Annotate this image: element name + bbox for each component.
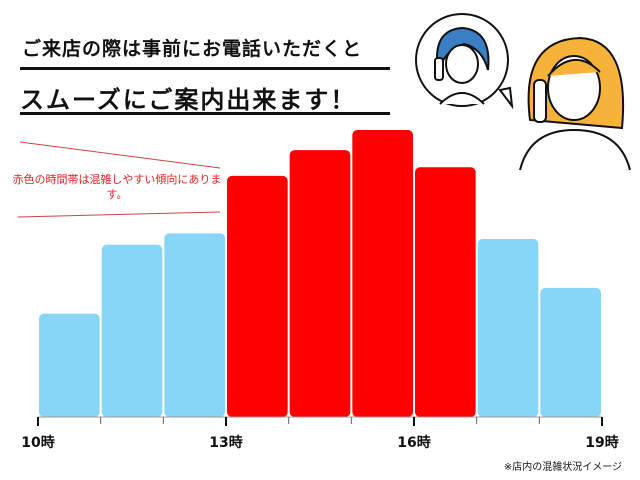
woman-on-phone-icon <box>415 13 509 107</box>
bar-12-13時 <box>164 233 225 417</box>
bar-16-17時 <box>415 167 476 417</box>
congestion-note: 赤色の時間帯は混雑しやすい傾向にあります。 <box>12 173 222 201</box>
bar-15-16時 <box>352 130 413 417</box>
bar-10-11時 <box>39 313 100 417</box>
annotation-line-bottom <box>17 211 221 218</box>
x-tick-label: 13時 <box>209 435 243 451</box>
x-tick-label: 19時 <box>585 435 619 451</box>
headline-line-2: スムーズにご案内出来ます！ <box>20 86 357 114</box>
divider <box>20 67 390 70</box>
headline-line-1: ご来店の際は事前にお電話いただくと <box>22 38 363 60</box>
x-tick-label: 16時 <box>397 435 431 451</box>
footnote: ※店内の混雑状況イメージ <box>503 462 622 473</box>
annotation-line-top <box>19 141 221 169</box>
bar-17-18時 <box>477 239 539 417</box>
divider <box>20 112 390 115</box>
bar-11-12時 <box>101 244 163 417</box>
bar-18-19時 <box>540 287 601 417</box>
x-tick-label: 10時 <box>21 435 55 451</box>
bar-14-15時 <box>289 150 351 417</box>
bar-13-14時 <box>227 175 288 417</box>
woman-on-phone-icon <box>519 36 631 171</box>
speech-bubble-icon <box>498 86 514 110</box>
